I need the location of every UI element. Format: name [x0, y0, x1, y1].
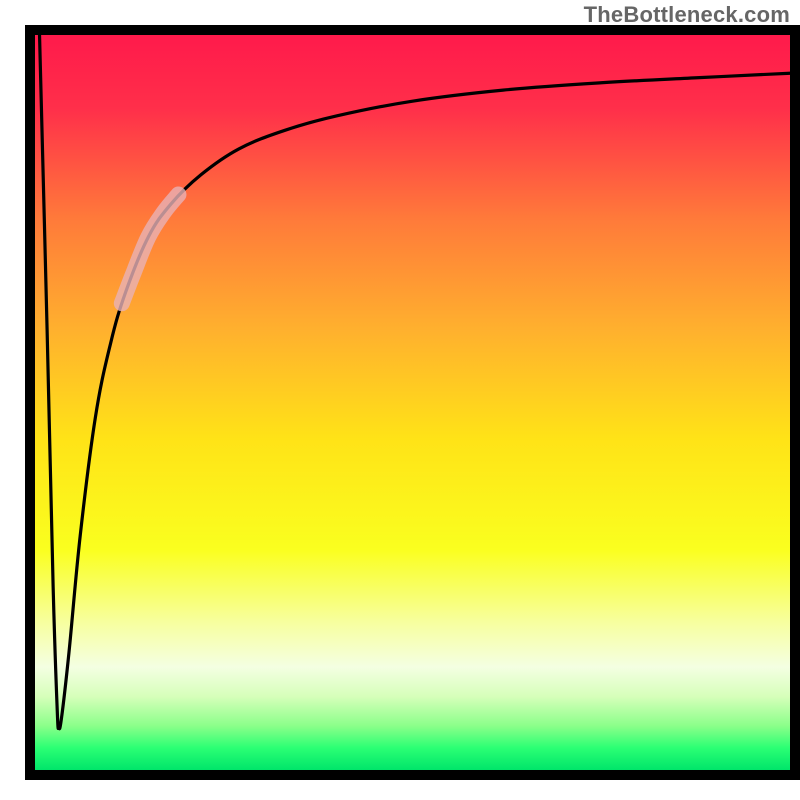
chart-background [35, 35, 790, 770]
bottleneck-chart: TheBottleneck.com [0, 0, 800, 800]
watermark-text: TheBottleneck.com [584, 2, 790, 28]
chart-svg [0, 0, 800, 800]
